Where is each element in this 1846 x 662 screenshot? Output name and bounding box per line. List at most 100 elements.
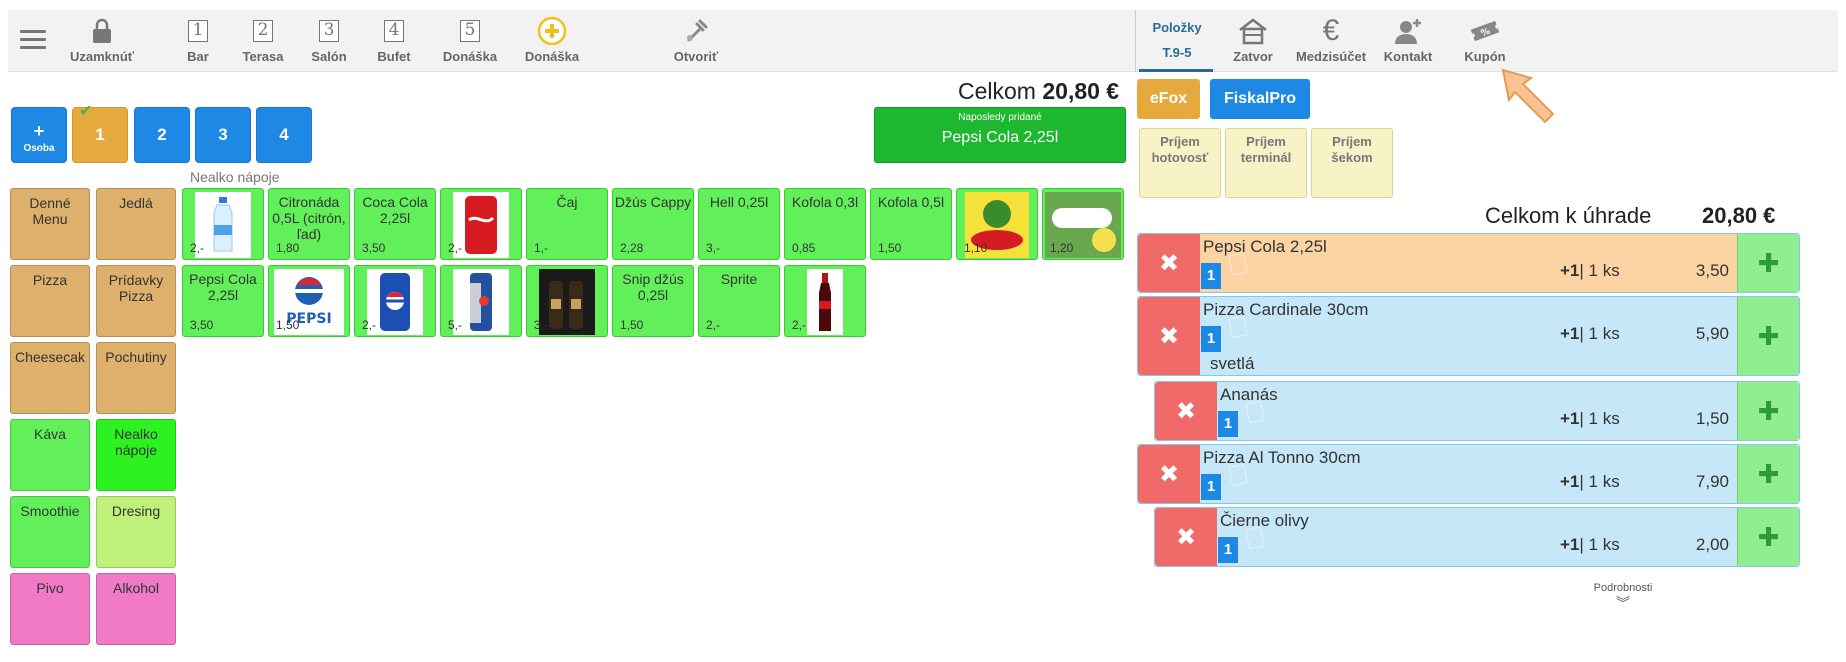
person-tab-2-label: 2	[157, 125, 167, 144]
product-tile[interactable]: Citronáda 0,5L (citrón, ľad) 1,80	[268, 188, 350, 260]
category-dresing[interactable]: Dresing	[96, 496, 176, 568]
product-tile[interactable]: 2,-	[354, 265, 436, 337]
product-tile[interactable]: 2,-	[440, 188, 522, 260]
category-nealko[interactable]: Nealko nápoje	[96, 419, 176, 491]
details-toggle[interactable]: Podrobnosti ︾	[1593, 582, 1653, 610]
add-plus-icon[interactable]: ✚	[1737, 508, 1799, 566]
delete-x-icon[interactable]: ✖	[1155, 508, 1217, 566]
table-bar-button[interactable]: 1 Bar	[158, 16, 238, 70]
product-price: 2,-	[448, 241, 463, 255]
new-donaska-button[interactable]: Donáška	[512, 16, 592, 70]
person-tab-3-label: 3	[218, 125, 228, 144]
product-price: 3,50	[362, 241, 386, 255]
add-person-button[interactable]: + Osoba	[11, 107, 67, 163]
product-tile[interactable]: Kofola 0,3l 0,85	[784, 188, 866, 260]
delete-x-icon[interactable]: ✖	[1138, 234, 1200, 292]
delete-x-icon[interactable]: ✖	[1138, 445, 1200, 503]
order-line-body[interactable]: Pepsi Cola 2,25l 1 +1| 1 ks 3,50	[1200, 234, 1737, 292]
coupon-button[interactable]: % Kupón	[1445, 16, 1525, 70]
table-salon-button[interactable]: 3 Salón	[289, 16, 369, 70]
table-donaska-button[interactable]: 5 Donáška	[430, 16, 510, 70]
svg-text:%: %	[1480, 27, 1492, 39]
add-plus-icon[interactable]: ✚	[1737, 445, 1799, 503]
product-tile[interactable]: Coca Cola 2,25l 3,50	[354, 188, 436, 260]
person-tab-4[interactable]: 4	[256, 107, 312, 163]
lock-icon	[62, 16, 142, 46]
category-jedla[interactable]: Jedlá	[96, 188, 176, 260]
product-tile[interactable]: Hell 0,25l 3,-	[698, 188, 780, 260]
lock-button[interactable]: Uzamknúť	[62, 16, 142, 70]
tab-items[interactable]: Položky T.9-5	[1137, 20, 1217, 74]
order-line-badge: 1	[1201, 326, 1221, 352]
table-3-icon: 3	[319, 20, 339, 42]
add-plus-icon[interactable]: ✚	[1737, 234, 1799, 292]
table-1-icon: 1	[188, 20, 208, 42]
category-pizza[interactable]: Pizza	[10, 265, 90, 337]
category-smoothie[interactable]: Smoothie	[10, 496, 90, 568]
contact-label: Kontakt	[1383, 49, 1433, 64]
pay-cash-button[interactable]: Príjem hotovosť	[1139, 128, 1221, 198]
category-pivo[interactable]: Pivo	[10, 573, 90, 645]
product-tile[interactable]: Snip džús 0,25l 1,50	[612, 265, 694, 337]
table-bufet-button[interactable]: 4 Bufet	[354, 16, 434, 70]
delete-x-icon[interactable]: ✖	[1138, 297, 1200, 375]
product-tile[interactable]: 2,-	[784, 265, 866, 337]
product-tile[interactable]: Džús Cappy 2,28	[612, 188, 694, 260]
product-tile[interactable]: 1,10	[956, 188, 1038, 260]
product-price: 3,-	[706, 241, 721, 255]
svg-text:PEPSI: PEPSI	[286, 311, 331, 327]
category-denne-menu[interactable]: Denné Menu	[10, 188, 90, 260]
order-line-body[interactable]: Pizza Cardinale 30cm 1 svetlá +1| 1 ks 5…	[1200, 297, 1737, 375]
new-donaska-label: Donáška	[524, 49, 580, 64]
fiskalpro-button[interactable]: FiskalPro	[1210, 79, 1310, 119]
product-name: Pepsi Cola 2,25l	[189, 271, 257, 303]
person-tab-2[interactable]: 2	[134, 107, 190, 163]
category-cheesecak[interactable]: Cheesecak	[10, 342, 90, 414]
add-plus-icon[interactable]: ✚	[1737, 382, 1799, 440]
table-terasa-button[interactable]: 2 Terasa	[223, 16, 303, 70]
order-line-price: 3,50	[1695, 261, 1729, 280]
efox-button[interactable]: eFox	[1137, 79, 1200, 119]
open-button[interactable]: Otvoriť	[656, 16, 736, 70]
order-line-qty[interactable]: +1| 1 ks	[1560, 261, 1620, 280]
pay-terminal-button[interactable]: Príjem terminál	[1225, 128, 1307, 198]
close-button[interactable]: Zatvor	[1213, 16, 1293, 70]
order-line-qty[interactable]: +1| 1 ks	[1560, 472, 1620, 491]
active-tab-indicator	[1139, 69, 1213, 72]
order-line-qty[interactable]: +1| 1 ks	[1560, 409, 1620, 428]
product-tile[interactable]: 3,-	[526, 265, 608, 337]
person-tab-1[interactable]: ✔ 1	[72, 104, 128, 163]
order-line-name: Pizza Cardinale 30cm	[1203, 300, 1369, 319]
category-pridavky-pizza[interactable]: Prídavky Pizza	[96, 265, 176, 337]
product-tile[interactable]: 1,20	[1042, 188, 1124, 260]
product-tile[interactable]: PEPSI 1,50	[268, 265, 350, 337]
last-added-button[interactable]: Naposledy pridané Pepsi Cola 2,25l	[874, 107, 1126, 163]
subtotal-button[interactable]: € Medzisúčet	[1291, 14, 1371, 70]
add-plus-icon[interactable]: ✚	[1737, 297, 1799, 375]
pay-check-button[interactable]: Príjem šekom	[1311, 128, 1393, 198]
product-tile[interactable]: Sprite 2,-	[698, 265, 780, 337]
category-pochutiny[interactable]: Pochutiny	[96, 342, 176, 414]
add-person-label: Osoba	[23, 143, 55, 154]
order-line-qty[interactable]: +1| 1 ks	[1560, 535, 1620, 554]
category-alkohol[interactable]: Alkohol	[96, 573, 176, 645]
order-line-body[interactable]: Čierne olivy 1 +1| 1 ks 2,00	[1217, 508, 1737, 566]
product-price: 2,-	[190, 241, 205, 255]
product-tile[interactable]: Pepsi Cola 2,25l 3,50	[182, 265, 264, 337]
order-line-qty[interactable]: +1| 1 ks	[1560, 324, 1620, 343]
hamburger-menu-icon[interactable]	[20, 30, 46, 54]
order-line-body[interactable]: Ananás 1 +1| 1 ks 1,50	[1217, 382, 1737, 440]
product-tile[interactable]: Čaj 1,-	[526, 188, 608, 260]
order-line-body[interactable]: Pizza Al Tonno 30cm 1 +1| 1 ks 7,90	[1200, 445, 1737, 503]
house-icon	[1213, 16, 1293, 46]
product-tile[interactable]: 5,-	[440, 265, 522, 337]
product-price: 5,-	[448, 318, 463, 332]
delete-x-icon[interactable]: ✖	[1155, 382, 1217, 440]
order-line-name: Ananás	[1220, 385, 1278, 404]
product-tile[interactable]: Kofola 0,5l 1,50	[870, 188, 952, 260]
toolbar-divider	[1135, 10, 1136, 72]
contact-button[interactable]: Kontakt	[1368, 16, 1448, 70]
person-tab-3[interactable]: 3	[195, 107, 251, 163]
product-tile[interactable]: 2,-	[182, 188, 264, 260]
category-kava[interactable]: Káva	[10, 419, 90, 491]
